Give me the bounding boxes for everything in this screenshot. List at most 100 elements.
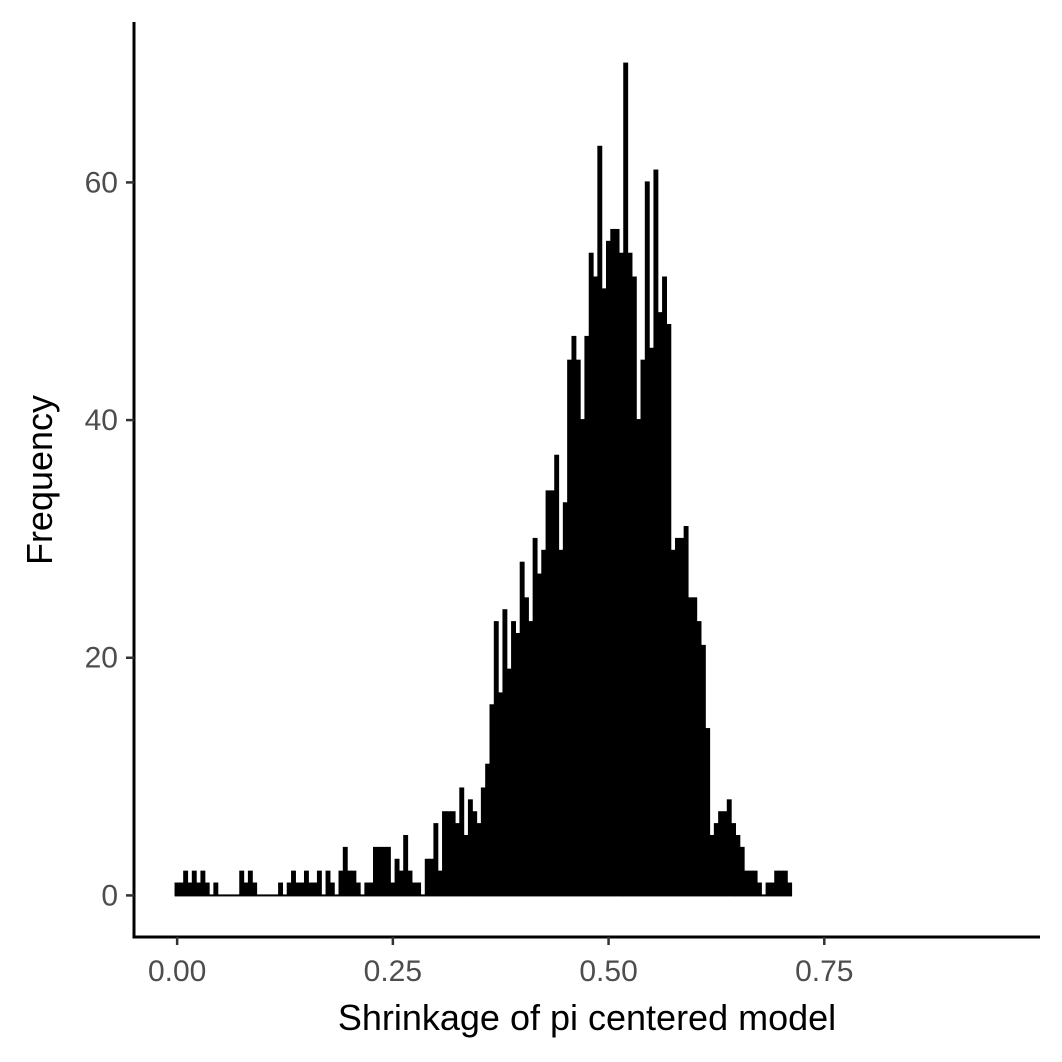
histogram-bar [295,882,301,897]
histogram-bar [739,846,745,897]
histogram-bar [411,882,417,897]
histogram-bar [347,870,353,897]
histogram-bar [398,870,404,897]
histogram-bar [593,276,598,897]
histogram-bar [705,728,711,897]
histogram-bar [385,846,391,897]
x-tick-label: 0.75 [795,955,853,988]
histogram-bar [442,811,447,897]
histogram-bar [429,858,435,897]
histogram-bar [567,359,573,897]
histogram-bar [584,335,590,897]
histogram-bar [325,870,331,897]
histogram-bar [761,894,767,897]
histogram-bar [463,834,469,897]
histogram-bar [640,359,646,897]
histogram-bar [731,823,737,897]
histogram-bar [519,561,525,897]
histogram-bar [178,882,184,897]
histogram-bar [744,870,749,897]
histogram-bar [670,549,676,897]
histogram-bar [571,335,577,897]
histogram-bar [675,537,680,897]
histogram-bar [355,882,361,897]
histogram-bar [394,858,400,897]
histogram-bar [230,894,236,897]
y-axis-title: Frequency [19,395,60,565]
histogram-bar [278,882,284,897]
histogram-bar [243,882,249,897]
histogram-bar [174,882,180,897]
y-tick-label: 60 [85,166,118,199]
histogram-bar [213,882,219,897]
histogram-bar [351,870,357,897]
histogram-bar [687,597,693,897]
histogram-bar [454,823,460,897]
histogram-bar [269,894,275,897]
histogram-bar [467,799,473,897]
histogram-bar [549,490,555,897]
histogram-bar [752,870,758,897]
histogram-bar [187,882,193,897]
histogram-bar [222,894,227,897]
histogram-bar [554,454,560,897]
histogram-bar [480,787,486,897]
histogram-bar [605,240,611,897]
histogram-bar [511,621,516,897]
histogram-bar [498,692,504,897]
histogram-bar [291,870,296,897]
histogram-bar [558,549,564,897]
histogram-bar [493,621,499,897]
histogram-bar [329,882,335,897]
histogram-bar [610,228,616,897]
histogram-bar [575,359,581,897]
x-tick-label: 0.50 [579,955,637,988]
histogram-bar [696,621,702,897]
histogram-bar [191,870,197,897]
histogram-bar [515,632,521,897]
histogram-bar [748,870,754,897]
histogram-bar [299,882,305,897]
histogram-bar [308,882,314,897]
histogram-bar [368,882,374,897]
histogram-bar [588,252,594,897]
histogram-bar [204,882,210,897]
histogram-bar [735,834,741,897]
histogram-bar [666,324,672,897]
histogram-bar [437,870,443,897]
histogram-bar [256,894,262,897]
histogram-bar [247,870,253,897]
histogram-bar [524,597,529,897]
x-tick-label: 0.25 [364,955,422,988]
histogram-bar [627,252,633,897]
histogram-bar [644,181,650,897]
histogram-bar [782,870,788,897]
histogram-bar [381,846,387,897]
x-tick-label: 0.00 [148,955,206,988]
histogram-bar [200,870,206,897]
histogram-bar [787,882,793,897]
histogram-bar [252,882,258,897]
histogram-bar [209,894,214,897]
histogram-bar [196,882,202,897]
histogram-bar [489,704,495,897]
histogram-bar [580,419,586,897]
histogram-bar [722,811,728,897]
histogram-bar [756,882,762,897]
histogram-bar [562,502,568,897]
y-tick-label: 40 [85,404,118,437]
histogram-bar [614,228,620,897]
histogram-bar [476,823,482,897]
histogram-bar [403,834,409,897]
histogram-bar [536,573,542,897]
histogram-bar [226,894,232,897]
histogram-bar [321,894,327,897]
histogram-bar [709,834,715,897]
histogram-bar [265,894,271,897]
histogram-bar [390,882,396,897]
histogram-bar [316,870,322,897]
histogram-bar [338,870,344,897]
histogram-bar [631,276,637,897]
histogram-bar [183,870,189,897]
